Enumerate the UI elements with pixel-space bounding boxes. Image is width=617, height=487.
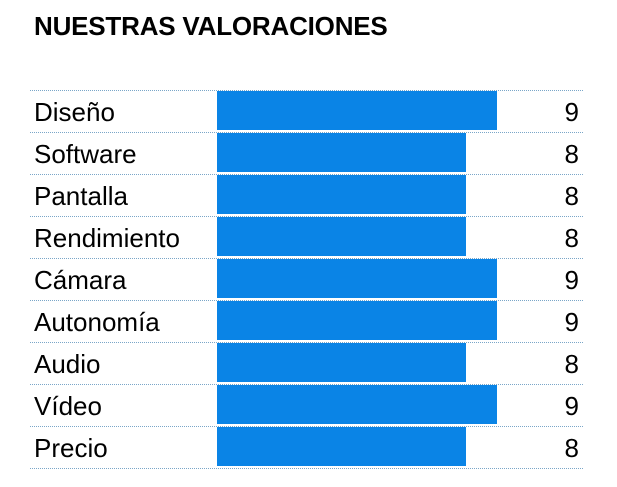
rating-row: Pantalla 8 <box>30 174 583 216</box>
rating-row: Vídeo 9 <box>30 384 583 426</box>
bar-track <box>217 427 528 468</box>
value-label: 8 <box>564 181 579 211</box>
rating-bar <box>217 175 466 214</box>
rating-bar <box>217 259 497 298</box>
rating-row: Autonomía 9 <box>30 300 583 342</box>
rating-row: Cámara 9 <box>30 258 583 300</box>
rating-bar <box>217 343 466 382</box>
bar-track <box>217 175 528 216</box>
ratings-table: Diseño 9 Software 8 Pantalla 8 Rendimiento 8 Cám… <box>30 90 583 469</box>
bar-track <box>217 259 528 300</box>
rating-bar <box>217 217 466 256</box>
category-label: Vídeo <box>34 391 102 421</box>
value-label: 8 <box>564 349 579 379</box>
rating-row: Rendimiento 8 <box>30 216 583 258</box>
category-label: Audio <box>34 349 101 379</box>
category-label: Diseño <box>34 97 115 127</box>
bar-track <box>217 217 528 258</box>
rating-row: Precio 8 <box>30 426 583 469</box>
category-label: Autonomía <box>34 307 160 337</box>
category-label: Cámara <box>34 265 127 295</box>
category-label: Rendimiento <box>34 223 180 253</box>
bar-track <box>217 133 528 174</box>
rating-bar <box>217 91 497 130</box>
bar-track <box>217 385 528 426</box>
chart-title: NUESTRAS VALORACIONES <box>34 11 388 41</box>
category-label: Software <box>34 139 137 169</box>
value-label: 8 <box>564 139 579 169</box>
rating-bar <box>217 133 466 172</box>
bar-track <box>217 91 528 132</box>
bar-track <box>217 343 528 384</box>
value-label: 8 <box>564 433 579 463</box>
rating-row: Audio 8 <box>30 342 583 384</box>
rating-bar <box>217 427 466 466</box>
value-label: 9 <box>564 97 579 127</box>
value-label: 8 <box>564 223 579 253</box>
rating-row: Diseño 9 <box>30 90 583 132</box>
category-label: Pantalla <box>34 181 128 211</box>
rating-bar <box>217 385 497 424</box>
category-label: Precio <box>34 433 108 463</box>
value-label: 9 <box>564 265 579 295</box>
value-label: 9 <box>564 307 579 337</box>
bar-track <box>217 301 528 342</box>
value-label: 9 <box>564 391 579 421</box>
rating-bar <box>217 301 497 340</box>
rating-row: Software 8 <box>30 132 583 174</box>
